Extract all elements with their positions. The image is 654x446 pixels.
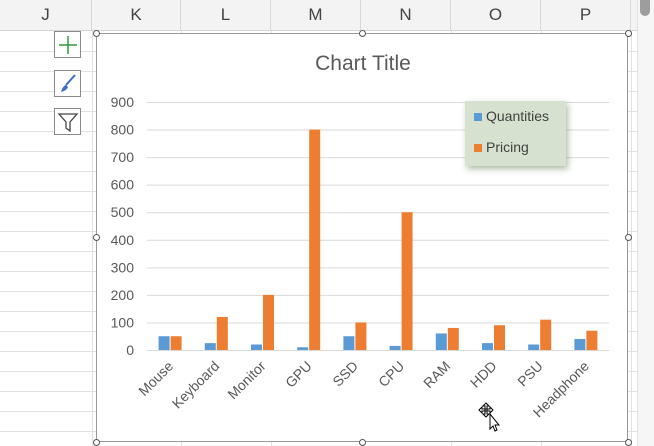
y-tick-label: 700 xyxy=(111,149,135,165)
y-tick-label: 800 xyxy=(111,122,135,138)
bar-pricing-mouse[interactable] xyxy=(170,336,182,350)
legend-swatch-quantities xyxy=(474,113,482,121)
x-tick-label: HDD xyxy=(467,358,500,391)
bar-quantities-mouse[interactable] xyxy=(158,336,170,350)
move-cursor-icon xyxy=(478,402,501,432)
bar-pricing-hdd[interactable] xyxy=(494,325,505,350)
bar-quantities-headphone[interactable] xyxy=(574,338,586,350)
bar-quantities-keyboard[interactable] xyxy=(204,343,216,350)
y-tick-label: 500 xyxy=(111,204,135,220)
bar-pricing-ssd[interactable] xyxy=(355,322,367,350)
resize-handle[interactable] xyxy=(92,29,100,37)
y-tick-label: 0 xyxy=(126,342,134,358)
resize-handle[interactable] xyxy=(624,29,632,37)
resize-handle[interactable] xyxy=(624,234,632,241)
legend-label-pricing: Pricing xyxy=(486,139,529,155)
add-chart-element-icon xyxy=(59,36,77,54)
legend-item-quantities: Quantities xyxy=(474,107,549,125)
bar-pricing-ram[interactable] xyxy=(447,327,459,350)
bar-quantities-ssd[interactable] xyxy=(343,336,355,350)
x-tick-label: PSU xyxy=(514,358,546,390)
x-tick-label: RAM xyxy=(420,358,453,391)
plot-area[interactable]: 0 100 200 300 400 500 600 700 800 900 MouseKeyboar… xyxy=(97,34,629,443)
x-tick-label: Mouse xyxy=(135,358,176,399)
x-tick-label: CPU xyxy=(375,358,407,390)
chart-styles-button[interactable] xyxy=(54,70,81,97)
chart-area[interactable]: Chart Title 0 100 200 300 400 500 600 700 800 900… xyxy=(96,33,628,442)
x-tick-label: Keyboard xyxy=(169,358,223,412)
bar-pricing-monitor[interactable] xyxy=(263,294,274,350)
bar-quantities-gpu[interactable] xyxy=(297,347,309,350)
bar-pricing-headphone[interactable] xyxy=(586,330,598,350)
bar-pricing-cpu[interactable] xyxy=(401,212,413,350)
y-tick-label: 100 xyxy=(111,314,135,330)
resize-handle[interactable] xyxy=(358,29,366,37)
bar-quantities-cpu[interactable] xyxy=(389,345,401,350)
y-tick-label: 600 xyxy=(111,177,135,193)
chart-legend[interactable]: Quantities Pricing xyxy=(465,101,566,166)
legend-item-pricing: Pricing xyxy=(474,138,529,156)
chart-elements-button[interactable] xyxy=(54,31,81,58)
column-header-J[interactable]: J xyxy=(0,0,92,30)
vertical-scrollbar[interactable] xyxy=(637,0,654,446)
column-header-L[interactable]: L xyxy=(181,0,271,30)
chart-title[interactable]: Chart Title xyxy=(315,52,411,75)
bar-pricing-psu[interactable] xyxy=(540,319,552,350)
bar-quantities-monitor[interactable] xyxy=(251,344,262,350)
resize-handle[interactable] xyxy=(624,438,632,446)
bar-pricing-gpu[interactable] xyxy=(309,129,321,350)
legend-swatch-pricing xyxy=(474,144,482,152)
bar-pricing-keyboard[interactable] xyxy=(216,316,228,350)
chart-filter-icon xyxy=(57,113,79,133)
column-header-N[interactable]: N xyxy=(361,0,451,30)
y-tick-label: 400 xyxy=(111,232,135,248)
column-header-M[interactable]: M xyxy=(271,0,361,30)
column-header-P[interactable]: P xyxy=(541,0,631,30)
y-tick-label: 300 xyxy=(111,259,135,275)
resize-handle[interactable] xyxy=(92,234,100,241)
resize-handle[interactable] xyxy=(92,438,100,446)
x-tick-label: Monitor xyxy=(224,358,269,403)
y-tick-label: 900 xyxy=(111,94,135,110)
resize-handle[interactable] xyxy=(358,438,366,446)
column-header-row xyxy=(0,0,654,31)
bar-quantities-psu[interactable] xyxy=(528,344,540,350)
chart-styles-brush-icon xyxy=(61,74,76,92)
column-header-K[interactable]: K xyxy=(92,0,181,30)
x-tick-label: SSD xyxy=(329,358,361,390)
scrollbar-thumb[interactable] xyxy=(640,0,650,16)
x-tick-label: GPU xyxy=(282,358,315,391)
chart-filters-button[interactable] xyxy=(54,108,81,135)
y-tick-label: 200 xyxy=(111,287,135,303)
legend-label-quantities: Quantities xyxy=(486,108,550,124)
column-header-O[interactable]: O xyxy=(451,0,541,30)
bar-quantities-hdd[interactable] xyxy=(482,343,493,350)
bar-quantities-ram[interactable] xyxy=(435,333,447,350)
